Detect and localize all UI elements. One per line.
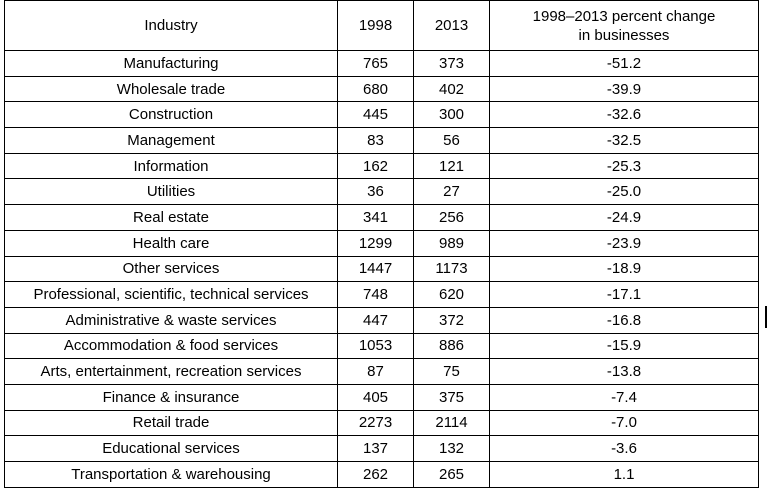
cell-1998: 162: [337, 152, 414, 180]
cell-industry: Wholesale trade: [4, 75, 338, 103]
cell-2013: 372: [413, 306, 490, 334]
table-row: Other services 1447 1173 -18.9: [4, 255, 759, 283]
table-row: Construction 445 300 -32.6: [4, 101, 759, 129]
cell-percent-change: -7.4: [489, 383, 759, 411]
cell-industry: Administrative & waste services: [4, 306, 338, 334]
cell-2013: 2114: [413, 409, 490, 437]
cell-industry: Information: [4, 152, 338, 180]
header-2013: 2013: [413, 0, 490, 51]
cell-percent-change: -16.8: [489, 306, 759, 334]
table-row: Health care 1299 989 -23.9: [4, 229, 759, 257]
header-row: Industry 1998 2013 1998–2013 percent cha…: [4, 0, 759, 51]
cell-2013: 886: [413, 332, 490, 360]
table-row: Administrative & waste services 447 372 -16…: [4, 306, 759, 334]
cell-industry: Transportation & warehousing: [4, 461, 338, 488]
cell-industry: Arts, entertainment, recreation services: [4, 358, 338, 385]
cell-2013: 121: [413, 152, 490, 180]
cell-1998: 680: [337, 75, 414, 103]
table-header: Industry 1998 2013 1998–2013 percent cha…: [4, 0, 759, 51]
header-industry: Industry: [4, 0, 338, 51]
cell-industry: Construction: [4, 101, 338, 129]
cell-percent-change: -23.9: [489, 229, 759, 257]
cell-percent-change: 1.1: [489, 461, 759, 488]
cell-2013: 256: [413, 204, 490, 231]
header-percent-change-line2: in businesses: [578, 26, 670, 44]
table-row: Information 162 121 -25.3: [4, 152, 759, 180]
cell-industry: Finance & insurance: [4, 383, 338, 411]
cell-2013: 1173: [413, 255, 490, 283]
cell-1998: 1447: [337, 255, 414, 283]
cell-1998: 262: [337, 461, 414, 488]
cell-industry: Manufacturing: [4, 50, 338, 77]
cell-percent-change: -15.9: [489, 332, 759, 360]
cell-1998: 445: [337, 101, 414, 129]
cell-2013: 27: [413, 178, 490, 206]
cell-2013: 56: [413, 127, 490, 154]
cell-industry: Health care: [4, 229, 338, 257]
cell-1998: 36: [337, 178, 414, 206]
cell-industry: Utilities: [4, 178, 338, 206]
cell-industry: Accommodation & food services: [4, 332, 338, 360]
cell-percent-change: -13.8: [489, 358, 759, 385]
header-percent-change-line1: 1998–2013 percent change: [532, 7, 716, 25]
cell-1998: 1299: [337, 229, 414, 257]
table-row: Professional, scientific, technical serv…: [4, 281, 759, 308]
cell-1998: 137: [337, 435, 414, 462]
cell-percent-change: -18.9: [489, 255, 759, 283]
cell-2013: 375: [413, 383, 490, 411]
cell-1998: 2273: [337, 409, 414, 437]
table-row: Accommodation & food services 1053 886 -15.…: [4, 332, 759, 360]
table-row: Retail trade 2273 2114 -7.0: [4, 409, 759, 437]
cell-percent-change: -3.6: [489, 435, 759, 462]
cell-2013: 620: [413, 281, 490, 308]
cell-industry: Other services: [4, 255, 338, 283]
table-row: Arts, entertainment, recreation services…: [4, 358, 759, 385]
cell-percent-change: -7.0: [489, 409, 759, 437]
cell-percent-change: -32.6: [489, 101, 759, 129]
cell-percent-change: -17.1: [489, 281, 759, 308]
table-row: Finance & insurance 405 375 -7.4: [4, 383, 759, 411]
cell-1998: 1053: [337, 332, 414, 360]
cell-2013: 373: [413, 50, 490, 77]
cell-percent-change: -51.2: [489, 50, 759, 77]
cell-percent-change: -39.9: [489, 75, 759, 103]
cell-2013: 132: [413, 435, 490, 462]
table-body: Manufacturing 765 373 -51.2 Wholesale trade 6…: [4, 50, 759, 488]
table-row: Manufacturing 765 373 -51.2: [4, 50, 759, 77]
table-row: Wholesale trade 680 402 -39.9: [4, 75, 759, 103]
table-row: Real estate 341 256 -24.9: [4, 204, 759, 231]
cell-percent-change: -32.5: [489, 127, 759, 154]
cell-industry: Professional, scientific, technical serv…: [4, 281, 338, 308]
cell-percent-change: -25.0: [489, 178, 759, 206]
text-cursor-icon: [765, 306, 767, 328]
table-row: Utilities 36 27 -25.0: [4, 178, 759, 206]
cell-1998: 405: [337, 383, 414, 411]
cell-1998: 765: [337, 50, 414, 77]
header-percent-change: 1998–2013 percent change in businesses: [489, 0, 759, 51]
cell-percent-change: -24.9: [489, 204, 759, 231]
cell-2013: 75: [413, 358, 490, 385]
cell-2013: 402: [413, 75, 490, 103]
cell-2013: 265: [413, 461, 490, 488]
cell-2013: 300: [413, 101, 490, 129]
cell-industry: Retail trade: [4, 409, 338, 437]
cell-1998: 87: [337, 358, 414, 385]
header-1998: 1998: [337, 0, 414, 51]
cell-1998: 341: [337, 204, 414, 231]
cell-2013: 989: [413, 229, 490, 257]
table-row: Management 83 56 -32.5: [4, 127, 759, 154]
cell-percent-change: -25.3: [489, 152, 759, 180]
industry-business-table: Industry 1998 2013 1998–2013 percent cha…: [4, 0, 759, 488]
table-row: Transportation & warehousing 262 265 1.1: [4, 461, 759, 488]
cell-1998: 748: [337, 281, 414, 308]
cell-industry: Real estate: [4, 204, 338, 231]
cell-1998: 83: [337, 127, 414, 154]
cell-industry: Educational services: [4, 435, 338, 462]
table-row: Educational services 137 132 -3.6: [4, 435, 759, 462]
cell-industry: Management: [4, 127, 338, 154]
cell-1998: 447: [337, 306, 414, 334]
